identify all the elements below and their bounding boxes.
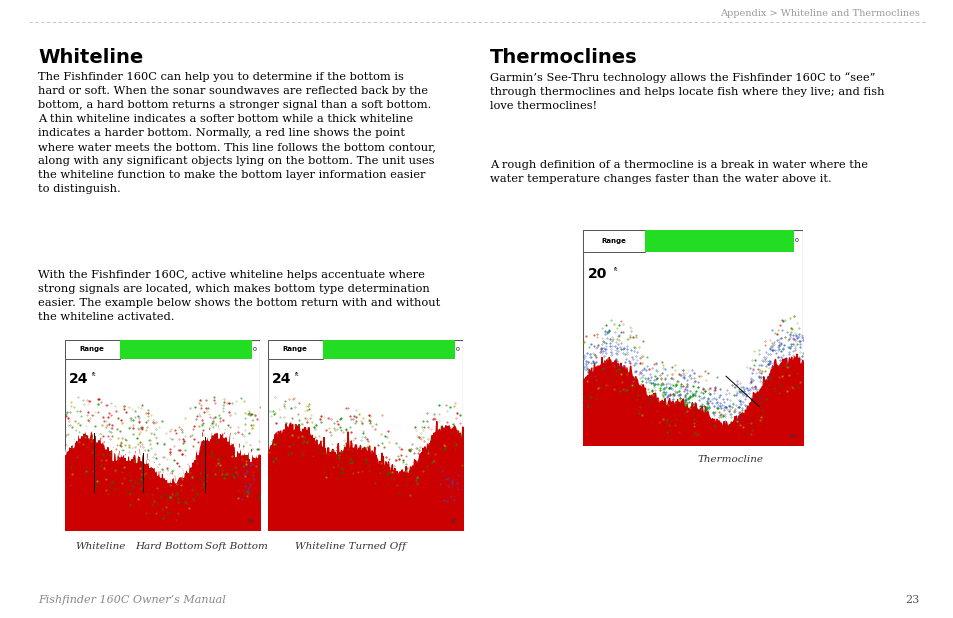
Text: A rough definition of a thermocline is a break in water where the
water temperat: A rough definition of a thermocline is a…	[490, 160, 867, 184]
Bar	[582, 230, 644, 252]
Text: 0: 0	[455, 347, 458, 352]
Text: 24: 24	[69, 372, 89, 386]
Text: Soft Bottom: Soft Bottom	[205, 542, 268, 551]
Text: Range: Range	[600, 238, 625, 243]
Text: Range: Range	[283, 347, 308, 352]
Bar	[322, 340, 455, 359]
Text: ft: ft	[295, 372, 299, 378]
Text: 30: 30	[449, 519, 456, 524]
Text: Thermoclines: Thermoclines	[490, 48, 637, 67]
Text: 24: 24	[272, 372, 291, 386]
Text: 0: 0	[794, 239, 798, 243]
Text: Range: Range	[80, 347, 105, 352]
Text: Whiteline: Whiteline	[75, 542, 125, 551]
Text: 30: 30	[788, 434, 796, 439]
Bar	[119, 340, 252, 359]
Text: Whiteline: Whiteline	[38, 48, 143, 67]
Text: Fishfinder 160C Owner’s Manual: Fishfinder 160C Owner’s Manual	[38, 595, 226, 605]
Text: Hard Bottom: Hard Bottom	[135, 542, 203, 551]
Text: ft: ft	[613, 266, 618, 271]
Text: Whiteline Turned Off: Whiteline Turned Off	[294, 542, 406, 551]
Text: Appendix > Whiteline and Thermoclines: Appendix > Whiteline and Thermoclines	[720, 9, 919, 19]
Bar	[268, 340, 322, 359]
Text: 23: 23	[904, 595, 919, 605]
Text: The Fishfinder 160C can help you to determine if the bottom is
hard or soft. Whe: The Fishfinder 160C can help you to dete…	[38, 72, 436, 194]
Bar	[644, 230, 793, 252]
Text: Garmin’s See-Thru technology allows the Fishfinder 160C to “see”
through thermoc: Garmin’s See-Thru technology allows the …	[490, 72, 883, 111]
Text: 0: 0	[252, 347, 255, 352]
Text: 30: 30	[246, 519, 253, 524]
Text: ft: ft	[92, 372, 96, 378]
Text: Thermocline: Thermocline	[698, 455, 763, 464]
Text: With the Fishfinder 160C, active whiteline helps accentuate where
strong signals: With the Fishfinder 160C, active whiteli…	[38, 270, 439, 322]
Bar	[65, 340, 119, 359]
Text: 20: 20	[587, 266, 606, 281]
